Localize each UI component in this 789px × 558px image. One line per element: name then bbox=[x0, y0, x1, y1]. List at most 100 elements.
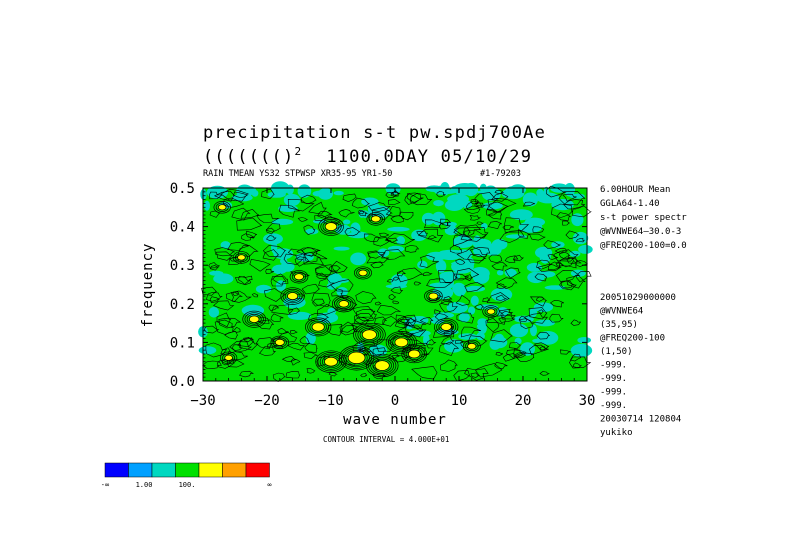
side-info-line: 6.00HOUR Mean bbox=[600, 185, 670, 195]
cyan-blob bbox=[271, 218, 294, 225]
contour-line bbox=[304, 343, 318, 353]
contour-line bbox=[534, 273, 548, 282]
contour-line bbox=[287, 198, 315, 212]
contour-line bbox=[512, 254, 525, 262]
contour-line bbox=[456, 312, 475, 324]
contour-line bbox=[303, 251, 328, 265]
hotspot-ring bbox=[234, 252, 248, 263]
cyan-blob bbox=[426, 251, 447, 261]
colorbar-swatch bbox=[198, 462, 223, 478]
contour-line bbox=[487, 211, 503, 220]
contour-line bbox=[470, 372, 480, 378]
hotspot-mark bbox=[467, 342, 477, 350]
cyan-blob bbox=[305, 228, 319, 235]
contour-line bbox=[271, 304, 294, 315]
contour-line bbox=[268, 304, 280, 311]
contour-line bbox=[496, 283, 508, 290]
contour-line bbox=[469, 214, 482, 221]
y-tick-label: 0.4 bbox=[170, 220, 195, 236]
x-axis-label: wave number bbox=[343, 412, 447, 428]
cyan-blob bbox=[433, 200, 444, 207]
contour-line bbox=[272, 372, 286, 382]
contour-line bbox=[491, 261, 508, 271]
hotspot-ring bbox=[372, 358, 392, 373]
contour-line bbox=[266, 235, 277, 242]
contour-line bbox=[396, 270, 407, 277]
cyan-blob bbox=[213, 273, 234, 285]
contour-line bbox=[385, 191, 397, 199]
contour-line bbox=[301, 194, 317, 205]
contour-line bbox=[367, 202, 392, 212]
contour-line bbox=[216, 312, 231, 328]
contour-line bbox=[438, 341, 460, 356]
cyan-blob bbox=[537, 331, 559, 345]
contour-line bbox=[426, 278, 454, 289]
contour-line bbox=[449, 244, 462, 254]
side-info-line: @WVNWE64 bbox=[600, 307, 643, 317]
cyan-blob bbox=[509, 184, 527, 195]
contour-line bbox=[382, 315, 401, 327]
side-info-line: @WVNWE64—30.0-3 bbox=[600, 227, 681, 237]
contour-line bbox=[464, 274, 473, 282]
contour-line bbox=[494, 189, 504, 194]
cyan-blob bbox=[208, 307, 220, 318]
contour-line bbox=[505, 267, 521, 279]
contour-line bbox=[236, 217, 263, 231]
contour-line bbox=[563, 199, 586, 210]
contour-line bbox=[232, 291, 240, 296]
cyan-blob bbox=[421, 212, 435, 225]
contour-line bbox=[311, 292, 331, 308]
contour-line bbox=[392, 276, 400, 281]
contour-line bbox=[455, 268, 480, 280]
hotspot-ring bbox=[401, 344, 427, 364]
cyan-blob bbox=[255, 284, 272, 294]
contour-line bbox=[370, 261, 384, 269]
plot-subtitle-left: RAIN TMEAN YS32 STPWSP XR35-95 YR1-50 bbox=[203, 169, 392, 179]
contour-line bbox=[355, 291, 377, 305]
y-tick-label: 0.1 bbox=[170, 335, 195, 351]
contour-line bbox=[259, 346, 276, 356]
contour-line bbox=[237, 245, 259, 257]
contour-line bbox=[500, 310, 516, 320]
hotspot-ring bbox=[387, 332, 415, 353]
hotspot-ring bbox=[321, 355, 341, 369]
hotspot-ring bbox=[307, 319, 330, 335]
contour-line bbox=[251, 293, 259, 298]
hotspot-ring bbox=[385, 331, 418, 354]
colorbar-label: 100. bbox=[179, 481, 196, 489]
contour-line bbox=[417, 228, 444, 243]
contour-line bbox=[566, 275, 586, 289]
plot-title: precipitation s-t pw.spdj700Ae bbox=[203, 123, 546, 143]
hotspot-ring bbox=[345, 350, 368, 366]
contour-line bbox=[486, 201, 509, 214]
contour-line bbox=[440, 336, 455, 345]
hotspot-mark bbox=[347, 351, 366, 365]
hotspot-ring bbox=[282, 288, 303, 304]
side-info-line: yukiko bbox=[600, 428, 633, 438]
hotspot-ring bbox=[368, 213, 383, 224]
contour-line bbox=[551, 203, 574, 218]
title-line2-sup: 2 bbox=[294, 145, 302, 158]
contour-line bbox=[461, 326, 482, 338]
contour-line bbox=[562, 193, 577, 202]
contour-line bbox=[404, 193, 423, 205]
side-info-line: GGLA64-1.40 bbox=[600, 199, 660, 209]
x-tick-label: −20 bbox=[254, 393, 279, 409]
side-info-line: -999. bbox=[600, 374, 627, 384]
hotspot-ring bbox=[355, 324, 384, 345]
contour-line bbox=[434, 309, 442, 315]
contour-line bbox=[366, 251, 390, 264]
contour-line bbox=[575, 260, 588, 268]
contour-line bbox=[328, 371, 338, 377]
contour-line bbox=[502, 353, 518, 362]
contour-line bbox=[214, 247, 235, 257]
contour-line bbox=[329, 279, 354, 292]
hotspot-ring bbox=[244, 312, 264, 327]
hotspot-mark bbox=[274, 338, 285, 346]
hotspot-ring bbox=[317, 352, 345, 372]
cyan-blob bbox=[458, 312, 470, 323]
side-info-line: @FREQ200-100 bbox=[600, 334, 665, 344]
cyan-blob bbox=[534, 270, 556, 278]
hotspot-mark bbox=[486, 308, 496, 315]
contour-line bbox=[318, 278, 335, 288]
